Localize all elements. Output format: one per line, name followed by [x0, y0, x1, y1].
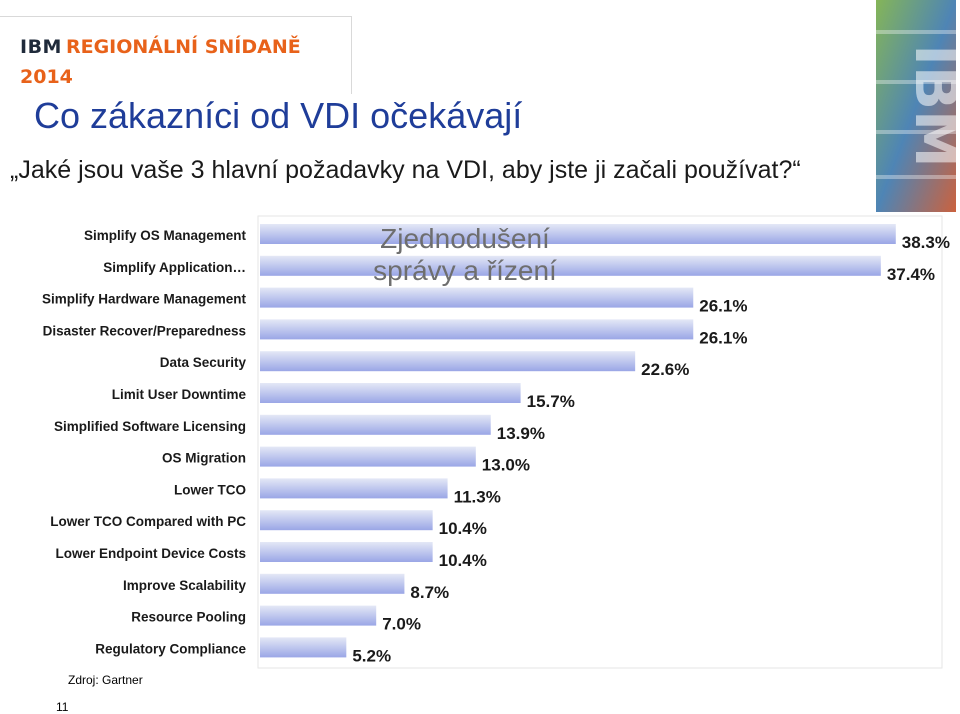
category-label: Improve Scalability: [123, 578, 247, 593]
brand-event-name: REGIONÁLNÍ SNÍDANĚ: [65, 36, 301, 58]
bar-chart: 38.3% 37.4% 26.1% 26.1% 22.6% 15.7% 13.9% 13.0%…: [42, 215, 950, 669]
bar-value-label: 15.7%: [527, 392, 575, 411]
category-label: Disaster Recover/Preparedness: [43, 323, 246, 338]
event-brand: IBM REGIONÁLNÍ SNÍDANĚ: [20, 38, 301, 57]
bar-value-label: 37.4%: [887, 265, 935, 284]
category-label: Simplify Hardware Management: [42, 292, 247, 307]
slide-title: Co zákazníci od VDI očekávají: [34, 95, 523, 136]
plot-area: [257, 215, 943, 669]
bar-value-label: 26.1%: [699, 297, 747, 316]
bar: [260, 224, 896, 244]
bar-value-label: 38.3%: [902, 233, 950, 252]
category-label: Lower TCO: [174, 482, 246, 497]
category-label: Regulatory Compliance: [95, 641, 246, 656]
bar: [260, 637, 347, 658]
bar-value-label: 5.2%: [352, 646, 391, 665]
bar: [260, 319, 694, 340]
category-label: Simplify Application…: [103, 260, 246, 275]
category-label: Limit User Downtime: [112, 387, 247, 402]
annotation-line-1: Zjednodušení: [380, 223, 550, 254]
header-frame-line-vertical: [351, 16, 352, 94]
bar-value-label: 11.3%: [454, 487, 501, 506]
header-frame-line: [0, 16, 352, 17]
bar-value-label: 7.0%: [382, 615, 421, 634]
annotation-line-2: správy a řízení: [373, 255, 557, 286]
slide-subtitle: „Jaké jsou vaše 3 hlavní požadavky na VD…: [10, 156, 801, 184]
category-label: Data Security: [160, 355, 247, 370]
bar: [260, 542, 433, 562]
bar: [260, 351, 636, 372]
category-label: Resource Pooling: [131, 610, 246, 625]
bar: [260, 446, 476, 467]
bar: [260, 573, 405, 594]
ibm-logo-text: IBM: [902, 44, 960, 168]
bar-value-label: 8.7%: [410, 583, 449, 602]
bar: [260, 255, 881, 276]
category-label: Lower Endpoint Device Costs: [55, 546, 246, 561]
bar-value-label: 10.4%: [439, 551, 487, 570]
bar: [260, 414, 491, 435]
bar: [260, 287, 694, 308]
source-note: Zdroj: Gartner: [68, 673, 143, 687]
category-label: Simplified Software Licensing: [54, 419, 246, 434]
bar: [260, 478, 448, 499]
ibm-logo: IBM: [876, 0, 960, 212]
category-label: Simplify OS Management: [84, 228, 247, 243]
page-number: 11: [56, 700, 69, 714]
bar-value-label: 13.0%: [482, 456, 530, 475]
brand-ibm: IBM: [20, 36, 62, 58]
bar: [260, 383, 521, 403]
bar-value-label: 10.4%: [439, 519, 487, 538]
category-label: OS Migration: [162, 451, 246, 466]
bar-value-label: 26.1%: [699, 328, 747, 347]
brand-year: 2014: [20, 66, 73, 88]
bar: [260, 605, 377, 626]
bar-value-label: 22.6%: [641, 360, 689, 379]
bar-value-label: 13.9%: [497, 424, 545, 443]
category-label: Lower TCO Compared with PC: [50, 514, 246, 529]
bar: [260, 510, 433, 531]
